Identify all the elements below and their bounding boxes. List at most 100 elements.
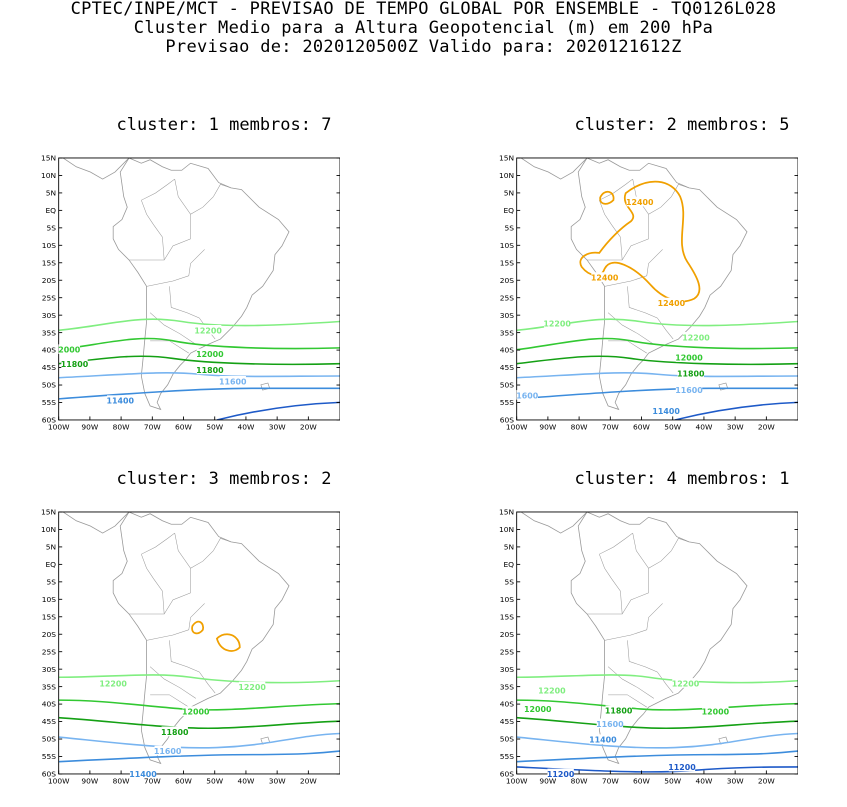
lon-label: 30W (269, 777, 287, 786)
lat-label: 60S (42, 770, 57, 779)
contour-12400 (191, 620, 204, 635)
country-border (671, 184, 690, 197)
lat-label: 55S (500, 752, 515, 761)
contour-label-bg (547, 768, 574, 779)
country-border (174, 179, 191, 239)
country-border (607, 312, 654, 345)
map-canvas: 15N 10N 5N EQ 5S 10S 15S 20S 25S 30S 35S 40S 45S 50S 5… (41, 154, 340, 432)
lat-label: 50S (500, 735, 515, 744)
country-border (169, 286, 200, 319)
contour-label: 11400 (589, 736, 617, 745)
lon-label: 100W (48, 423, 70, 432)
lon-label: 20W (300, 777, 318, 786)
lat-label: 10S (42, 595, 57, 604)
lon-label: 30W (727, 777, 745, 786)
contour-label-bg (658, 297, 685, 308)
map-frame (58, 157, 340, 421)
contour-label-bg (219, 376, 246, 386)
lat-label: 50S (42, 381, 57, 390)
contour-label-bg (58, 344, 80, 355)
contour-label-bg (196, 348, 224, 359)
lat-label: 60S (500, 770, 515, 779)
contour-label-bg (107, 395, 134, 406)
lat-label: 40S (42, 346, 57, 355)
contour-11400 (58, 387, 340, 400)
country-border (141, 178, 175, 201)
figure-header: CPTEC/INPE/MCT - PREVISAO DE TEMPO GLOBA… (0, 0, 847, 57)
lon-label: 80W (113, 423, 131, 432)
country-border (587, 592, 649, 615)
lat-label: 10N (499, 171, 514, 180)
contour-label-bg (538, 685, 566, 695)
contour-label-bg (682, 332, 710, 342)
lon-label: 100W (506, 423, 528, 432)
contour-12000 (516, 699, 798, 711)
contour-label-bg (626, 196, 653, 207)
country-border (190, 550, 214, 569)
contour-11400 (516, 750, 798, 763)
contour-label-bg (129, 768, 157, 779)
country-border (150, 694, 189, 708)
lat-label: 45S (500, 363, 515, 372)
panel-title: cluster: 4 membros: 1 (574, 469, 790, 489)
country-border (174, 533, 191, 593)
contour-11600 (58, 732, 340, 749)
contour-label: 11600 (154, 747, 182, 756)
country-border (599, 178, 633, 201)
contour-label-bg (596, 718, 624, 729)
panel-title: cluster: 3 membros: 2 (116, 469, 332, 489)
lon-label: 50W (664, 423, 682, 432)
contour-12000 (58, 699, 340, 711)
contour-label-bg (196, 364, 224, 375)
country-border (671, 538, 690, 551)
lon-label: 70W (602, 423, 620, 432)
contour-label: 11600 (675, 386, 703, 395)
map-canvas: 15N 10N 5N EQ 5S 10S 15S 20S 25S 30S 35S 40S 45S 50S 5… (499, 508, 798, 786)
lat-label: 15N (41, 154, 56, 163)
lat-label: 30S (500, 665, 515, 674)
country-border (169, 640, 200, 673)
lon-label: 60W (633, 777, 651, 786)
contour-label: 12000 (182, 708, 210, 717)
map-panel-cluster-3: cluster: 3 membros: 2 15N 10N 5N EQ 5S 10S 15S… (41, 469, 384, 791)
lat-label: 15N (499, 508, 514, 517)
contour-label: 1600 (516, 391, 539, 400)
contour-12400 (215, 633, 241, 652)
land-outline (520, 157, 588, 180)
lat-label: 35S (500, 328, 515, 337)
lat-label: 40S (42, 700, 57, 709)
country-border (632, 179, 649, 239)
lat-label: 25S (42, 647, 57, 656)
lat-label: 50S (42, 735, 57, 744)
contour-label-bg (605, 705, 632, 716)
contour-label-bg (238, 681, 266, 692)
contour-12000 (58, 337, 340, 351)
lat-label: 10S (42, 241, 57, 250)
contour-label: 11800 (161, 728, 189, 737)
contour-12200 (58, 674, 340, 684)
contour-label: 2000 (58, 346, 81, 355)
land-outline (570, 511, 748, 765)
lat-label: 35S (42, 328, 57, 337)
lat-label: 10S (500, 595, 515, 604)
lat-label: 15S (500, 258, 515, 267)
country-border (599, 532, 633, 555)
lat-label: 15N (499, 154, 514, 163)
contour-12400 (579, 180, 701, 303)
contour-label-bg (154, 745, 181, 756)
lat-label: 25S (42, 293, 57, 302)
lat-label: 60S (42, 416, 57, 425)
lat-label: 60S (500, 416, 515, 425)
lat-label: 30S (500, 311, 515, 320)
contour-11600 (516, 372, 798, 379)
header-title: CPTEC/INPE/MCT - PREVISAO DE TEMPO GLOBA… (70, 0, 777, 19)
lat-label: 15S (42, 612, 57, 621)
map-panel-cluster-2: cluster: 2 membros: 5 15N 10N 5N EQ 5S 10S 15S… (499, 115, 842, 437)
country-border (149, 666, 196, 699)
lat-label: 20S (500, 630, 515, 639)
lon-label: 60W (633, 423, 651, 432)
lon-label: 20W (758, 423, 776, 432)
lat-label: 45S (42, 717, 57, 726)
contour-label: 12400 (591, 274, 619, 283)
lon-label: 20W (300, 423, 318, 432)
